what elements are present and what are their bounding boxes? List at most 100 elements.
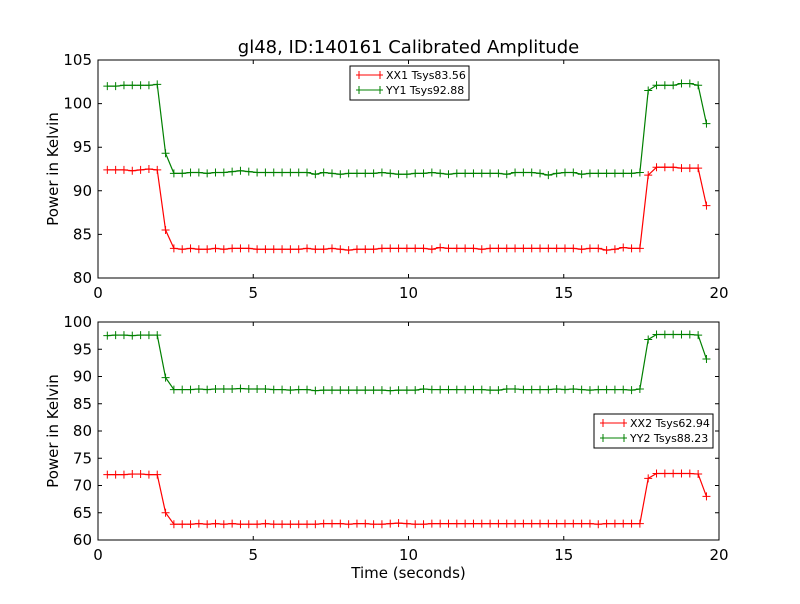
y-tick-label: 90 <box>73 368 92 386</box>
data-point-marker <box>303 168 312 177</box>
data-point-marker <box>236 166 245 175</box>
data-point-marker <box>211 168 220 177</box>
data-point-marker <box>286 245 295 254</box>
data-point-marker <box>228 244 237 253</box>
data-point-marker <box>669 81 678 90</box>
data-point-marker <box>269 245 278 254</box>
data-point-marker <box>261 519 270 528</box>
data-point-marker <box>660 469 669 478</box>
data-point-marker <box>336 386 345 395</box>
data-point-marker <box>569 385 578 394</box>
data-point-marker <box>444 170 453 179</box>
data-point-marker <box>519 385 528 394</box>
data-point-marker <box>635 244 644 253</box>
data-point-marker <box>519 519 528 528</box>
data-point-marker <box>344 246 353 255</box>
x-tick-label: 20 <box>709 546 728 564</box>
data-point-marker <box>394 386 403 395</box>
y-tick-label: 60 <box>73 531 92 549</box>
data-point-marker <box>477 169 486 178</box>
series-line <box>107 166 708 251</box>
data-point-marker <box>436 519 445 528</box>
data-point-marker <box>644 171 653 180</box>
data-point-marker <box>477 385 486 394</box>
data-point-marker <box>477 519 486 528</box>
data-point-marker <box>203 520 212 529</box>
y-tick-label: 85 <box>73 225 92 243</box>
data-point-marker <box>228 385 237 394</box>
data-point-marker <box>552 169 561 178</box>
data-point-marker <box>644 86 653 95</box>
data-point-marker <box>228 519 237 528</box>
data-point-marker <box>627 169 636 178</box>
data-point-marker <box>494 519 503 528</box>
data-point-marker <box>311 520 320 529</box>
legend-label: YY2 Tsys88.23 <box>629 432 708 445</box>
data-point-marker <box>386 386 395 395</box>
data-point-marker <box>519 244 528 253</box>
data-point-marker <box>111 165 120 174</box>
data-point-marker <box>702 492 711 501</box>
data-point-marker <box>585 519 594 528</box>
data-point-marker <box>494 169 503 178</box>
data-point-marker <box>128 331 137 340</box>
chart-title: gl48, ID:140161 Calibrated Amplitude <box>238 37 579 58</box>
data-point-marker <box>352 169 361 178</box>
data-point-marker <box>402 244 411 253</box>
data-point-marker <box>619 243 628 252</box>
x-tick-label: 5 <box>248 284 258 302</box>
data-point-marker <box>286 520 295 529</box>
data-point-marker <box>569 519 578 528</box>
data-point-marker <box>585 169 594 178</box>
data-point-marker <box>153 165 162 174</box>
data-point-marker <box>511 385 520 394</box>
data-point-marker <box>436 169 445 178</box>
y-tick-label: 85 <box>73 395 92 413</box>
data-point-marker <box>677 164 686 173</box>
legend: XX1 Tsys83.56 YY1 Tsys92.88 <box>349 65 470 101</box>
data-point-marker <box>511 519 520 528</box>
data-point-marker <box>577 245 586 254</box>
data-point-marker <box>319 519 328 528</box>
data-point-marker <box>194 245 203 254</box>
data-point-marker <box>536 385 545 394</box>
data-point-marker <box>702 119 711 128</box>
legend-swatch <box>356 71 383 79</box>
series-yy1 <box>103 79 711 180</box>
data-point-marker <box>627 244 636 253</box>
data-point-marker <box>261 245 270 254</box>
legend-label: XX1 Tsys83.56 <box>386 69 466 82</box>
data-point-marker <box>194 385 203 394</box>
data-point-marker <box>602 246 611 255</box>
data-point-marker <box>128 470 137 479</box>
data-point-marker <box>178 169 187 178</box>
data-point-marker <box>452 385 461 394</box>
data-point-marker <box>319 386 328 395</box>
data-point-marker <box>427 519 436 528</box>
data-point-marker <box>419 385 428 394</box>
data-point-marker <box>694 81 703 90</box>
data-point-marker <box>219 168 228 177</box>
data-point-marker <box>394 170 403 179</box>
data-point-marker <box>344 169 353 178</box>
data-point-marker <box>303 244 312 253</box>
x-tick-label: 15 <box>554 546 573 564</box>
data-point-marker <box>377 168 386 177</box>
data-point-marker <box>361 519 370 528</box>
x-tick-label: 5 <box>248 546 258 564</box>
legend: XX2 Tsys62.94 YY2 Tsys88.23 <box>593 413 714 449</box>
data-point-marker <box>377 520 386 529</box>
data-point-marker <box>269 168 278 177</box>
data-point-marker <box>103 470 112 479</box>
data-point-marker <box>644 474 653 483</box>
data-point-marker <box>394 244 403 253</box>
data-point-marker <box>253 168 262 177</box>
data-point-marker <box>361 169 370 178</box>
data-point-marker <box>669 163 678 172</box>
data-point-marker <box>119 331 128 340</box>
data-point-marker <box>427 385 436 394</box>
data-point-marker <box>635 519 644 528</box>
y-tick-label: 80 <box>73 422 92 440</box>
data-point-marker <box>119 81 128 90</box>
